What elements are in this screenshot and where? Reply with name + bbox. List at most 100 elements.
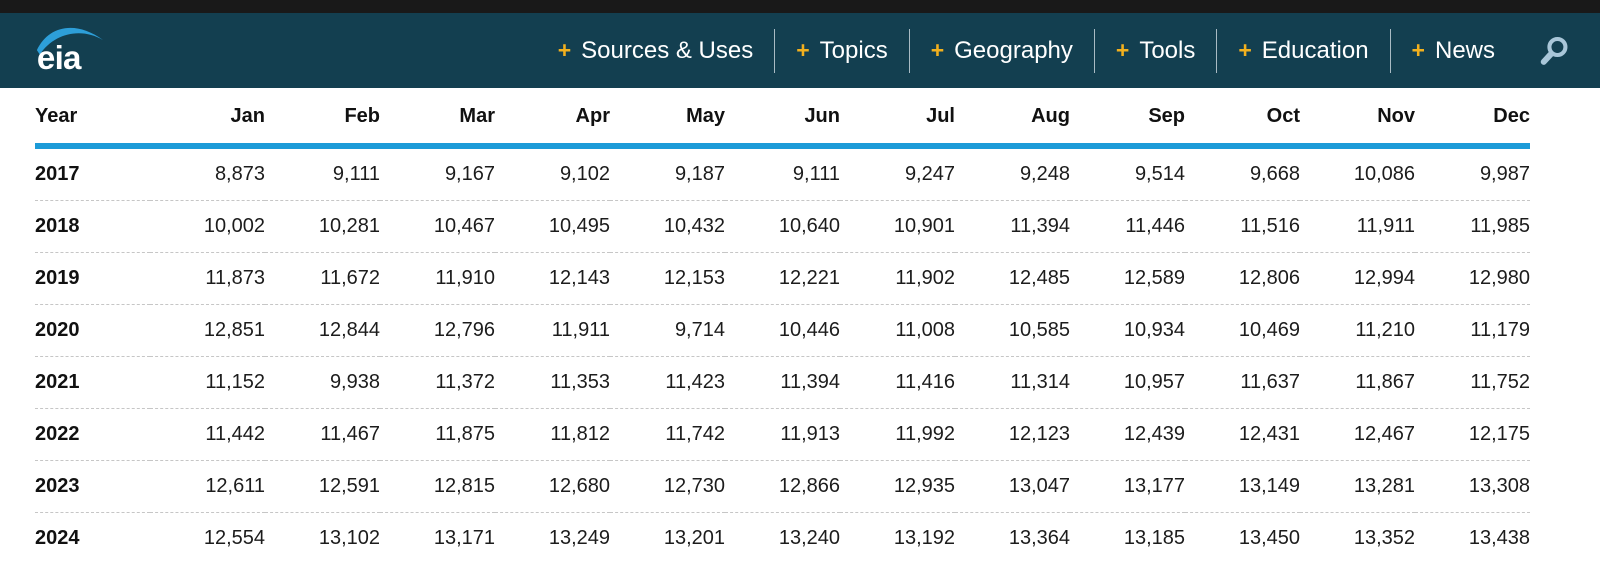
- row-header-year: 2020: [35, 305, 150, 357]
- plus-icon: +: [1116, 39, 1129, 62]
- data-cell: 9,987: [1415, 146, 1530, 201]
- plus-icon: +: [1412, 39, 1425, 62]
- data-cell: 13,102: [265, 513, 380, 564]
- data-cell: 12,796: [380, 305, 495, 357]
- data-cell: 12,153: [610, 253, 725, 305]
- data-cell: 11,875: [380, 409, 495, 461]
- col-header-month: Mar: [380, 88, 495, 146]
- data-cell: 10,432: [610, 201, 725, 253]
- data-cell: 11,442: [150, 409, 265, 461]
- col-header-month: Apr: [495, 88, 610, 146]
- data-cell: 13,450: [1185, 513, 1300, 564]
- data-cell: 11,873: [150, 253, 265, 305]
- data-cell: 11,446: [1070, 201, 1185, 253]
- data-cell: 12,866: [725, 461, 840, 513]
- nav-item-label: Education: [1262, 37, 1369, 65]
- data-cell: 12,806: [1185, 253, 1300, 305]
- data-cell: 10,281: [265, 201, 380, 253]
- data-cell: 10,934: [1070, 305, 1185, 357]
- data-cell: 11,985: [1415, 201, 1530, 253]
- data-cell: 13,352: [1300, 513, 1415, 564]
- data-cell: 13,240: [725, 513, 840, 564]
- data-cell: 12,554: [150, 513, 265, 564]
- data-cell: 12,730: [610, 461, 725, 513]
- nav-item-tools[interactable]: + Tools: [1094, 29, 1216, 73]
- plus-icon: +: [796, 39, 809, 62]
- data-cell: 9,102: [495, 146, 610, 201]
- search-button[interactable]: [1538, 35, 1570, 67]
- nav-item-topics[interactable]: + Topics: [774, 29, 908, 73]
- main-navbar: eia + Sources & Uses + Topics + Geograph…: [0, 13, 1600, 88]
- data-cell: 8,873: [150, 146, 265, 201]
- data-cell: 10,901: [840, 201, 955, 253]
- data-cell: 13,438: [1415, 513, 1530, 564]
- data-cell: 10,469: [1185, 305, 1300, 357]
- col-header-month: Sep: [1070, 88, 1185, 146]
- row-header-year: 2017: [35, 146, 150, 201]
- data-cell: 13,201: [610, 513, 725, 564]
- data-cell: 9,187: [610, 146, 725, 201]
- nav-item-label: Sources & Uses: [581, 37, 753, 65]
- data-cell: 11,394: [725, 357, 840, 409]
- data-cell: 12,851: [150, 305, 265, 357]
- data-cell: 10,640: [725, 201, 840, 253]
- col-header-month: Oct: [1185, 88, 1300, 146]
- data-cell: 12,123: [955, 409, 1070, 461]
- data-cell: 13,249: [495, 513, 610, 564]
- data-cell: 13,364: [955, 513, 1070, 564]
- data-cell: 11,902: [840, 253, 955, 305]
- data-cell: 12,431: [1185, 409, 1300, 461]
- data-cell: 11,314: [955, 357, 1070, 409]
- data-cell: 12,815: [380, 461, 495, 513]
- search-icon: [1538, 35, 1570, 67]
- data-cell: 9,248: [955, 146, 1070, 201]
- data-cell: 12,994: [1300, 253, 1415, 305]
- data-cell: 12,439: [1070, 409, 1185, 461]
- data-cell: 11,672: [265, 253, 380, 305]
- data-cell: 11,911: [1300, 201, 1415, 253]
- data-cell: 12,589: [1070, 253, 1185, 305]
- data-cell: 11,752: [1415, 357, 1530, 409]
- data-cell: 10,002: [150, 201, 265, 253]
- data-cell: 12,680: [495, 461, 610, 513]
- data-cell: 12,611: [150, 461, 265, 513]
- data-cell: 10,086: [1300, 146, 1415, 201]
- data-cell: 11,423: [610, 357, 725, 409]
- col-header-year: Year: [35, 88, 150, 146]
- data-cell: 9,938: [265, 357, 380, 409]
- data-cell: 11,812: [495, 409, 610, 461]
- row-header-year: 2022: [35, 409, 150, 461]
- col-header-month: Dec: [1415, 88, 1530, 146]
- data-cell: 13,281: [1300, 461, 1415, 513]
- plus-icon: +: [931, 39, 944, 62]
- data-cell: 13,047: [955, 461, 1070, 513]
- data-cell: 11,913: [725, 409, 840, 461]
- nav-item-label: Topics: [820, 37, 888, 65]
- data-cell: 9,668: [1185, 146, 1300, 201]
- svg-text:eia: eia: [37, 40, 82, 77]
- data-cell: 11,742: [610, 409, 725, 461]
- data-cell: 10,495: [495, 201, 610, 253]
- nav-item-education[interactable]: + Education: [1216, 29, 1389, 73]
- data-cell: 11,008: [840, 305, 955, 357]
- col-header-month: Feb: [265, 88, 380, 146]
- col-header-month: Jun: [725, 88, 840, 146]
- data-cell: 11,516: [1185, 201, 1300, 253]
- eia-logo[interactable]: eia: [34, 19, 106, 82]
- data-cell: 9,247: [840, 146, 955, 201]
- row-header-year: 2023: [35, 461, 150, 513]
- nav-item-geography[interactable]: + Geography: [909, 29, 1094, 73]
- data-cell: 9,514: [1070, 146, 1185, 201]
- nav-item-sources-uses[interactable]: + Sources & Uses: [537, 29, 775, 73]
- nav-item-news[interactable]: + News: [1390, 29, 1516, 73]
- col-header-month: Jan: [150, 88, 265, 146]
